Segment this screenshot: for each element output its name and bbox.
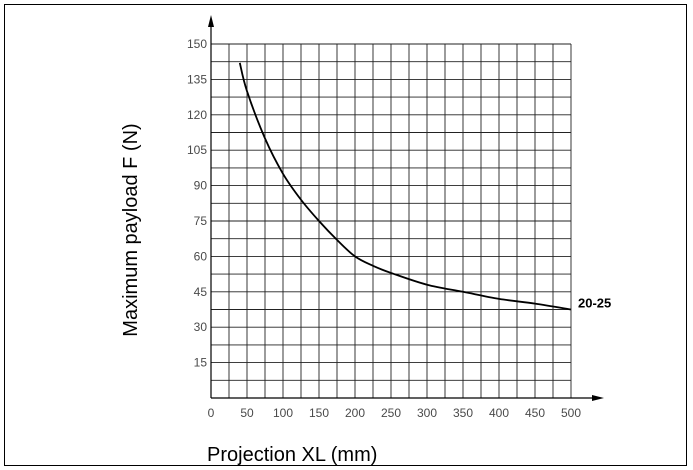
x-tick-label: 200: [345, 406, 365, 420]
x-tick-label: 500: [561, 406, 581, 420]
grid: [211, 43, 572, 398]
series-group: 20-25: [238, 62, 611, 311]
y-tick-labels: 15 30 45 60 75 90 105 120 135 150: [187, 37, 207, 370]
x-tick-label: 100: [273, 406, 293, 420]
y-tick-label: 150: [187, 37, 207, 51]
series-label: 20-25: [578, 296, 611, 311]
chart-frame: [4, 4, 687, 466]
y-tick-label: 60: [194, 249, 208, 263]
x-tick-label: 250: [381, 406, 401, 420]
x-axis-arrow-icon: [592, 395, 604, 401]
y-tick-label: 75: [194, 214, 208, 228]
x-tick-labels: 0 50 100 150 200 250 300 350 400 450 500: [208, 406, 582, 420]
x-tick-label: 50: [240, 406, 254, 420]
y-tick-label: 105: [187, 143, 207, 157]
x-tick-label: 300: [417, 406, 437, 420]
y-axis-arrow-icon: [208, 15, 214, 27]
y-axis-title: Maximum payload F (N): [120, 123, 142, 336]
y-tick-label: 135: [187, 72, 207, 86]
x-tick-label: 150: [309, 406, 329, 420]
series-line: [238, 62, 572, 311]
y-tick-label: 30: [194, 320, 208, 334]
x-tick-label: 350: [453, 406, 473, 420]
x-tick-label: 400: [489, 406, 509, 420]
x-tick-label: 0: [208, 406, 215, 420]
x-tick-label: 450: [525, 406, 545, 420]
x-axis-title: Projection XL (mm): [207, 444, 377, 466]
y-tick-label: 120: [187, 108, 207, 122]
y-tick-label: 45: [194, 285, 208, 299]
y-tick-label: 90: [194, 179, 208, 193]
axes: [208, 15, 604, 401]
y-tick-label: 15: [194, 356, 208, 370]
